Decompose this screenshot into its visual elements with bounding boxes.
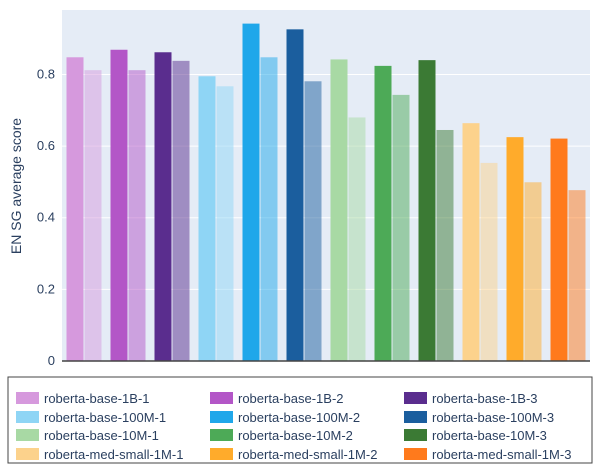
legend-label: roberta-base-1B-1 <box>44 391 150 406</box>
bar <box>462 123 480 361</box>
legend-swatch <box>16 411 39 423</box>
legend-label: roberta-base-1B-3 <box>432 391 538 406</box>
bar <box>392 94 410 361</box>
bar <box>172 60 190 361</box>
y-tick-label: 0.6 <box>37 138 55 153</box>
y-tick-labels: 0 0.2 0.4 0.6 0.8 <box>37 66 55 368</box>
y-tick-label: 0.4 <box>37 210 55 225</box>
bar <box>480 162 498 361</box>
legend-swatch <box>404 411 427 423</box>
y-tick-label: 0 <box>48 353 55 368</box>
bar <box>110 49 128 361</box>
legend-swatch <box>404 429 427 441</box>
legend-label: roberta-base-10M-1 <box>44 428 159 443</box>
bar <box>506 137 524 361</box>
legend-box <box>7 376 593 464</box>
plot-background <box>62 10 590 361</box>
bar <box>348 117 366 362</box>
legend-swatch <box>210 448 233 460</box>
bar <box>128 70 146 362</box>
bars <box>66 23 586 362</box>
bar <box>568 190 586 361</box>
bar <box>242 23 260 362</box>
bar <box>330 59 348 362</box>
legend-swatch <box>16 448 39 460</box>
bar <box>374 65 392 361</box>
y-axis-title: EN SG average score <box>8 118 24 254</box>
legend-label: roberta-base-100M-1 <box>44 410 166 425</box>
legend-label: roberta-med-small-1M-1 <box>44 447 183 462</box>
legend: roberta-base-1B-1 roberta-base-1B-2 robert… <box>16 391 571 462</box>
bar <box>550 138 568 361</box>
bar <box>260 57 278 361</box>
legend-label: roberta-base-100M-2 <box>238 410 360 425</box>
bar <box>436 129 454 361</box>
legend-label: roberta-med-small-1M-2 <box>238 447 377 462</box>
bar <box>418 60 436 362</box>
y-tick-label: 0.2 <box>37 281 55 296</box>
bar <box>198 76 216 362</box>
bar <box>304 81 322 362</box>
bar <box>524 182 542 361</box>
legend-swatch <box>16 429 39 441</box>
bar <box>84 70 102 362</box>
legend-label: roberta-base-1B-2 <box>238 391 344 406</box>
gridlines <box>62 73 590 290</box>
legend-label: roberta-med-small-1M-3 <box>432 447 571 462</box>
bar <box>66 57 84 361</box>
legend-swatch <box>404 392 427 404</box>
legend-label: roberta-base-100M-3 <box>432 410 554 425</box>
legend-swatch <box>16 392 39 404</box>
legend-label: roberta-base-10M-2 <box>238 428 353 443</box>
legend-label: roberta-base-10M-3 <box>432 428 547 443</box>
legend-swatch <box>210 392 233 404</box>
legend-swatch <box>210 411 233 423</box>
legend-swatch <box>404 448 427 460</box>
bar <box>286 29 304 361</box>
bar <box>154 52 172 361</box>
legend-swatch <box>210 429 233 441</box>
y-tick-label: 0.8 <box>37 66 55 81</box>
bar <box>216 86 234 362</box>
